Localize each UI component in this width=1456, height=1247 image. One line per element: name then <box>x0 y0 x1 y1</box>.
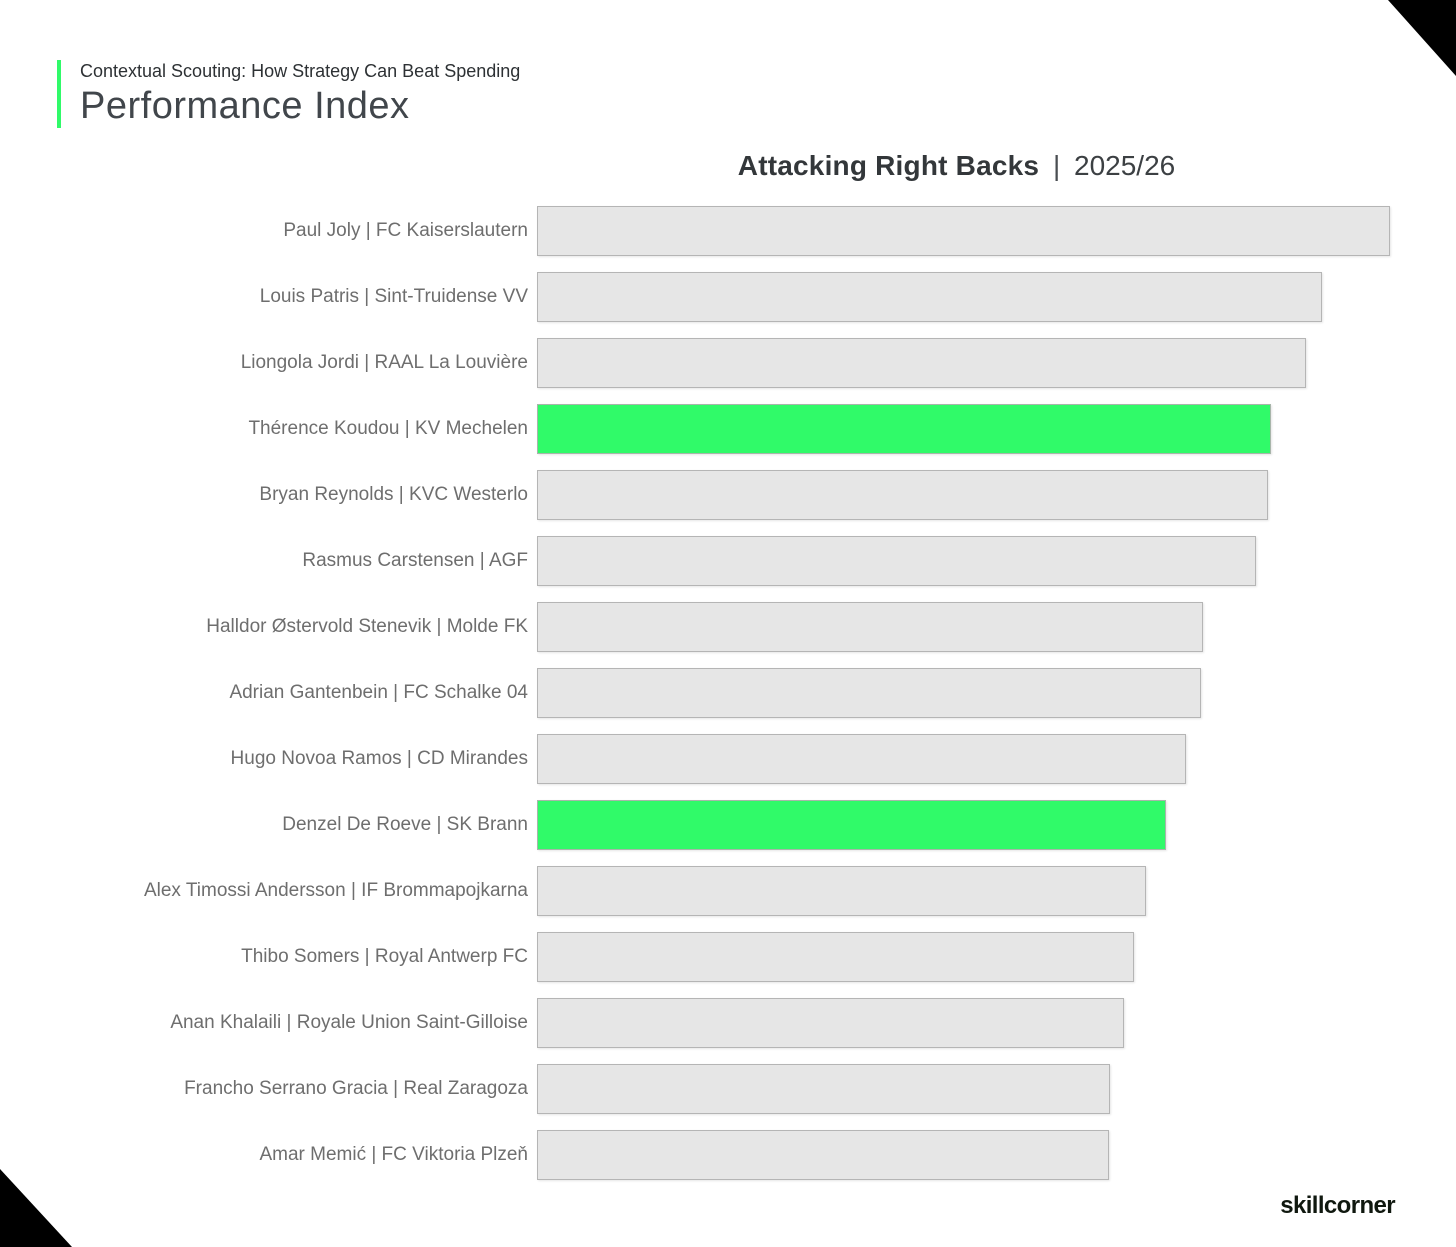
player-label: Rasmus Carstensen | AGF <box>302 550 528 571</box>
bar-track <box>537 404 1456 454</box>
chart-title-separator: | <box>1052 150 1061 181</box>
player-label: Louis Patris | Sint-Truidense VV <box>259 286 528 307</box>
player-label: Liongola Jordi | RAAL La Louvière <box>240 352 528 373</box>
chart-row: Hugo Novoa Ramos | CD Mirandes <box>0 726 1456 792</box>
player-label: Amar Memić | FC Viktoria Plzeň <box>259 1144 528 1165</box>
player-label: Paul Joly | FC Kaiserslautern <box>283 220 528 241</box>
performance-bar <box>537 866 1146 916</box>
bar-track <box>537 206 1456 256</box>
performance-bar <box>537 998 1124 1048</box>
chart-row: Liongola Jordi | RAAL La Louvière <box>0 330 1456 396</box>
player-label: Francho Serrano Gracia | Real Zaragoza <box>184 1078 528 1099</box>
player-label: Thibo Somers | Royal Antwerp FC <box>241 946 528 967</box>
page-header: Contextual Scouting: How Strategy Can Be… <box>57 60 520 128</box>
chart-title: Attacking Right Backs | 2025/26 <box>497 150 1416 182</box>
chart-row: Halldor Østervold Stenevik | Molde FK <box>0 594 1456 660</box>
chart-title-main: Attacking Right Backs <box>737 150 1040 181</box>
chart-row: Thérence Koudou | KV Mechelen <box>0 396 1456 462</box>
chart-row: Bryan Reynolds | KVC Westerlo <box>0 462 1456 528</box>
header-kicker: Contextual Scouting: How Strategy Can Be… <box>80 61 521 81</box>
chart-row: Anan Khalaili | Royale Union Saint-Gillo… <box>0 990 1456 1056</box>
bar-track <box>537 338 1456 388</box>
performance-bar <box>537 338 1306 388</box>
bar-track <box>537 602 1456 652</box>
performance-bar <box>537 668 1201 718</box>
performance-bar <box>537 800 1166 850</box>
chart-row: Rasmus Carstensen | AGF <box>0 528 1456 594</box>
performance-bar <box>537 206 1390 256</box>
performance-bar <box>537 404 1271 454</box>
chart-row: Adrian Gantenbein | FC Schalke 04 <box>0 660 1456 726</box>
chart-row: Denzel De Roeve | SK Brann <box>0 792 1456 858</box>
bar-track <box>537 998 1456 1048</box>
player-label: Denzel De Roeve | SK Brann <box>282 814 528 835</box>
player-label: Adrian Gantenbein | FC Schalke 04 <box>229 682 528 703</box>
chart-title-season: 2025/26 <box>1074 150 1176 181</box>
page-title: Performance Index <box>80 85 410 127</box>
player-label: Thérence Koudou | KV Mechelen <box>248 418 528 439</box>
chart-row: Louis Patris | Sint-Truidense VV <box>0 264 1456 330</box>
performance-bar <box>537 536 1256 586</box>
bar-track <box>537 932 1456 982</box>
bar-chart: Paul Joly | FC Kaiserslautern Louis Patr… <box>0 198 1456 1188</box>
player-label: Anan Khalaili | Royale Union Saint-Gillo… <box>170 1012 528 1033</box>
performance-bar <box>537 734 1186 784</box>
player-label: Halldor Østervold Stenevik | Molde FK <box>206 616 528 637</box>
performance-bar <box>537 1130 1109 1180</box>
performance-bar <box>537 932 1134 982</box>
chart-row: Alex Timossi Andersson | IF Brommapojkar… <box>0 858 1456 924</box>
bar-track <box>537 272 1456 322</box>
performance-bar <box>537 272 1322 322</box>
chart-row: Amar Memić | FC Viktoria Plzeň <box>0 1122 1456 1188</box>
top-right-corner-triangle <box>1388 0 1456 76</box>
bar-track <box>537 800 1456 850</box>
skillcorner-logo: skillcorner <box>1280 1192 1395 1219</box>
chart-row: Francho Serrano Gracia | Real Zaragoza <box>0 1056 1456 1122</box>
bar-track <box>537 470 1456 520</box>
player-label: Hugo Novoa Ramos | CD Mirandes <box>230 748 528 769</box>
bar-track <box>537 734 1456 784</box>
bar-track <box>537 1130 1456 1180</box>
performance-bar <box>537 1064 1110 1114</box>
bar-track <box>537 668 1456 718</box>
player-label: Bryan Reynolds | KVC Westerlo <box>259 484 528 505</box>
player-label: Alex Timossi Andersson | IF Brommapojkar… <box>143 880 528 901</box>
performance-bar <box>537 470 1268 520</box>
bar-track <box>537 536 1456 586</box>
bar-track <box>537 1064 1456 1114</box>
performance-bar <box>537 602 1203 652</box>
bar-track <box>537 866 1456 916</box>
chart-row: Paul Joly | FC Kaiserslautern <box>0 198 1456 264</box>
chart-row: Thibo Somers | Royal Antwerp FC <box>0 924 1456 990</box>
